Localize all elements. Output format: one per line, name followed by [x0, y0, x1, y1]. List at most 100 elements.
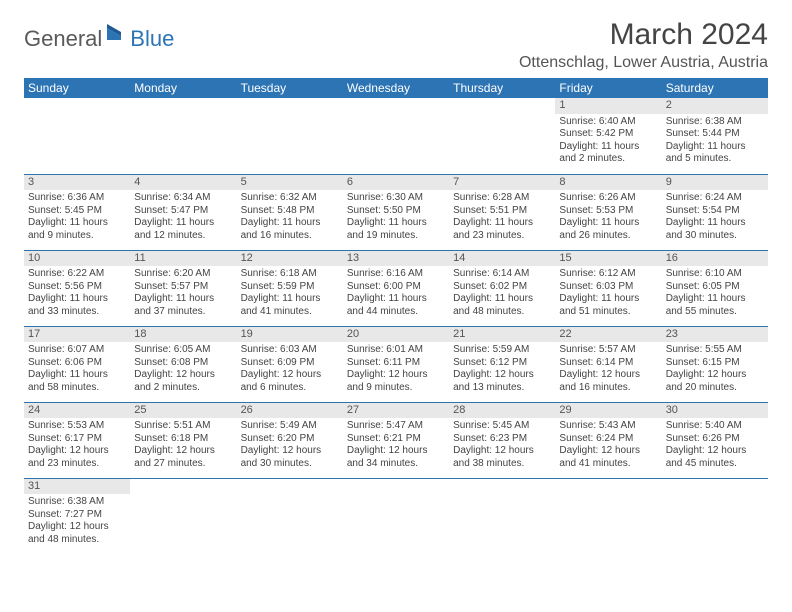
sunset-text: Sunset: 5:47 PM — [134, 205, 232, 218]
day-body: Sunrise: 6:16 AMSunset: 6:00 PMDaylight:… — [343, 266, 449, 321]
daylight-text: Daylight: 11 hours and 5 minutes. — [666, 141, 764, 166]
sunrise-text: Sunrise: 6:30 AM — [347, 192, 445, 205]
day-body — [555, 481, 661, 486]
sunset-text: Sunset: 5:44 PM — [666, 128, 764, 141]
sunset-text: Sunset: 6:02 PM — [453, 281, 551, 294]
weekday-header: Tuesday — [237, 78, 343, 98]
sunset-text: Sunset: 6:08 PM — [134, 357, 232, 370]
day-body: Sunrise: 6:36 AMSunset: 5:45 PMDaylight:… — [24, 190, 130, 245]
title-block: March 2024 Ottenschlag, Lower Austria, A… — [519, 18, 768, 72]
calendar-day-cell — [662, 478, 768, 554]
sunrise-text: Sunrise: 6:12 AM — [559, 268, 657, 281]
daylight-text: Daylight: 11 hours and 48 minutes. — [453, 293, 551, 318]
daylight-text: Daylight: 11 hours and 44 minutes. — [347, 293, 445, 318]
calendar-day-cell: 25Sunrise: 5:51 AMSunset: 6:18 PMDayligh… — [130, 402, 236, 478]
day-number: 8 — [555, 175, 661, 191]
calendar-day-cell: 21Sunrise: 5:59 AMSunset: 6:12 PMDayligh… — [449, 326, 555, 402]
calendar-day-cell: 26Sunrise: 5:49 AMSunset: 6:20 PMDayligh… — [237, 402, 343, 478]
daylight-text: Daylight: 12 hours and 27 minutes. — [134, 445, 232, 470]
day-body — [237, 481, 343, 486]
calendar-week-row: 3Sunrise: 6:36 AMSunset: 5:45 PMDaylight… — [24, 174, 768, 250]
sunset-text: Sunset: 6:18 PM — [134, 433, 232, 446]
daylight-text: Daylight: 12 hours and 23 minutes. — [28, 445, 126, 470]
daylight-text: Daylight: 11 hours and 51 minutes. — [559, 293, 657, 318]
sunrise-text: Sunrise: 5:59 AM — [453, 344, 551, 357]
daylight-text: Daylight: 12 hours and 2 minutes. — [134, 369, 232, 394]
calendar-week-row: 10Sunrise: 6:22 AMSunset: 5:56 PMDayligh… — [24, 250, 768, 326]
day-body — [449, 100, 555, 105]
sunrise-text: Sunrise: 6:36 AM — [28, 192, 126, 205]
sunset-text: Sunset: 5:56 PM — [28, 281, 126, 294]
daylight-text: Daylight: 11 hours and 23 minutes. — [453, 217, 551, 242]
calendar-day-cell: 16Sunrise: 6:10 AMSunset: 6:05 PMDayligh… — [662, 250, 768, 326]
sunset-text: Sunset: 6:03 PM — [559, 281, 657, 294]
day-body: Sunrise: 6:05 AMSunset: 6:08 PMDaylight:… — [130, 342, 236, 397]
calendar-day-cell: 19Sunrise: 6:03 AMSunset: 6:09 PMDayligh… — [237, 326, 343, 402]
day-number: 14 — [449, 251, 555, 267]
logo-flag-icon — [107, 24, 129, 45]
calendar-day-cell: 14Sunrise: 6:14 AMSunset: 6:02 PMDayligh… — [449, 250, 555, 326]
calendar-day-cell: 20Sunrise: 6:01 AMSunset: 6:11 PMDayligh… — [343, 326, 449, 402]
sunrise-text: Sunrise: 6:16 AM — [347, 268, 445, 281]
day-number: 23 — [662, 327, 768, 343]
day-body — [343, 481, 449, 486]
weekday-header: Wednesday — [343, 78, 449, 98]
sunset-text: Sunset: 6:17 PM — [28, 433, 126, 446]
sunset-text: Sunset: 6:11 PM — [347, 357, 445, 370]
day-body: Sunrise: 6:14 AMSunset: 6:02 PMDaylight:… — [449, 266, 555, 321]
day-number: 15 — [555, 251, 661, 267]
calendar-day-cell: 30Sunrise: 5:40 AMSunset: 6:26 PMDayligh… — [662, 402, 768, 478]
calendar-day-cell: 3Sunrise: 6:36 AMSunset: 5:45 PMDaylight… — [24, 174, 130, 250]
day-number: 4 — [130, 175, 236, 191]
daylight-text: Daylight: 11 hours and 26 minutes. — [559, 217, 657, 242]
calendar-week-row: 1Sunrise: 6:40 AMSunset: 5:42 PMDaylight… — [24, 98, 768, 174]
calendar-day-cell: 29Sunrise: 5:43 AMSunset: 6:24 PMDayligh… — [555, 402, 661, 478]
sunrise-text: Sunrise: 5:53 AM — [28, 420, 126, 433]
calendar-day-cell: 24Sunrise: 5:53 AMSunset: 6:17 PMDayligh… — [24, 402, 130, 478]
daylight-text: Daylight: 11 hours and 55 minutes. — [666, 293, 764, 318]
day-body: Sunrise: 6:26 AMSunset: 5:53 PMDaylight:… — [555, 190, 661, 245]
daylight-text: Daylight: 12 hours and 6 minutes. — [241, 369, 339, 394]
day-number: 2 — [662, 98, 768, 114]
calendar-day-cell — [449, 478, 555, 554]
day-body: Sunrise: 6:03 AMSunset: 6:09 PMDaylight:… — [237, 342, 343, 397]
sunset-text: Sunset: 5:54 PM — [666, 205, 764, 218]
calendar-day-cell — [343, 478, 449, 554]
sunset-text: Sunset: 6:12 PM — [453, 357, 551, 370]
sunrise-text: Sunrise: 5:47 AM — [347, 420, 445, 433]
sunrise-text: Sunrise: 6:34 AM — [134, 192, 232, 205]
sunset-text: Sunset: 6:06 PM — [28, 357, 126, 370]
calendar-day-cell: 2Sunrise: 6:38 AMSunset: 5:44 PMDaylight… — [662, 98, 768, 174]
weekday-header: Saturday — [662, 78, 768, 98]
day-body: Sunrise: 5:49 AMSunset: 6:20 PMDaylight:… — [237, 418, 343, 473]
sunrise-text: Sunrise: 6:10 AM — [666, 268, 764, 281]
daylight-text: Daylight: 11 hours and 2 minutes. — [559, 141, 657, 166]
weekday-header: Sunday — [24, 78, 130, 98]
day-body: Sunrise: 6:28 AMSunset: 5:51 PMDaylight:… — [449, 190, 555, 245]
calendar-day-cell: 17Sunrise: 6:07 AMSunset: 6:06 PMDayligh… — [24, 326, 130, 402]
daylight-text: Daylight: 11 hours and 16 minutes. — [241, 217, 339, 242]
calendar-day-cell: 13Sunrise: 6:16 AMSunset: 6:00 PMDayligh… — [343, 250, 449, 326]
day-body: Sunrise: 6:20 AMSunset: 5:57 PMDaylight:… — [130, 266, 236, 321]
day-body — [237, 100, 343, 105]
day-body: Sunrise: 6:10 AMSunset: 6:05 PMDaylight:… — [662, 266, 768, 321]
sunrise-text: Sunrise: 6:14 AM — [453, 268, 551, 281]
day-body — [449, 481, 555, 486]
logo: General Blue — [24, 24, 174, 53]
weekday-header: Thursday — [449, 78, 555, 98]
sunrise-text: Sunrise: 6:24 AM — [666, 192, 764, 205]
day-body: Sunrise: 5:59 AMSunset: 6:12 PMDaylight:… — [449, 342, 555, 397]
calendar-day-cell — [130, 98, 236, 174]
calendar-day-cell: 10Sunrise: 6:22 AMSunset: 5:56 PMDayligh… — [24, 250, 130, 326]
day-body: Sunrise: 5:55 AMSunset: 6:15 PMDaylight:… — [662, 342, 768, 397]
daylight-text: Daylight: 12 hours and 13 minutes. — [453, 369, 551, 394]
day-body — [130, 100, 236, 105]
day-number: 21 — [449, 327, 555, 343]
sunrise-text: Sunrise: 6:32 AM — [241, 192, 339, 205]
day-number: 16 — [662, 251, 768, 267]
daylight-text: Daylight: 12 hours and 34 minutes. — [347, 445, 445, 470]
sunrise-text: Sunrise: 6:38 AM — [28, 496, 126, 509]
day-number: 22 — [555, 327, 661, 343]
day-body: Sunrise: 5:43 AMSunset: 6:24 PMDaylight:… — [555, 418, 661, 473]
day-body — [343, 100, 449, 105]
